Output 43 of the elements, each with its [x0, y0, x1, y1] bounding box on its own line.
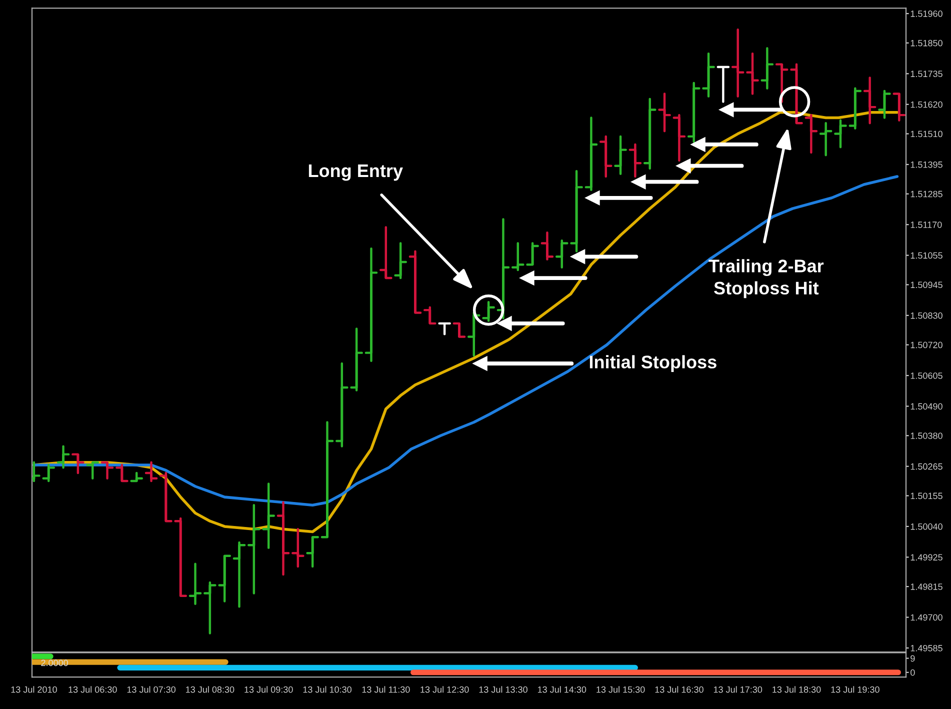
y-tick-label: 1.50830	[910, 312, 942, 319]
y-tick-label: 1.51960	[910, 10, 942, 17]
y-tick-label: 1.51735	[910, 70, 942, 78]
y-tick-label: 1.50945	[910, 282, 942, 288]
x-tick-label: 13 Jul 15:30	[596, 686, 645, 693]
x-tick-label: 13 Jul 10:30	[303, 686, 352, 693]
x-tick-label: 13 Jul 11:30	[362, 686, 410, 693]
y-tick-label: 1.51170	[910, 222, 942, 228]
x-tick-label: 13 Jul 09:30	[244, 686, 293, 693]
x-tick-label: 13 Jul 18:30	[772, 686, 821, 693]
y-tick-label: 1.51055	[910, 252, 942, 259]
y-tick-label: 1.49585	[910, 644, 942, 652]
y-tick-label: 1.50040	[910, 523, 942, 530]
y-tick-label: 1.49925	[910, 554, 942, 561]
y-tick-label: 1.50490	[910, 403, 942, 410]
y-tick-label: 1.51850	[910, 40, 942, 46]
x-tick-label: 13 Jul 17:30	[714, 686, 762, 693]
y-tick-label: 1.51510	[910, 130, 942, 138]
y-tick-label: 1.50605	[910, 372, 942, 379]
x-tick-label: 13 Jul 13:30	[479, 686, 528, 693]
y-tick-label: 1.50380	[910, 432, 942, 439]
x-tick-label: 13 Jul 06:30	[68, 686, 117, 693]
y-tick-label: 1.50155	[910, 492, 942, 500]
y-tick-label: 1.49815	[910, 584, 942, 590]
y-tick-label: 1.51285	[910, 190, 942, 198]
annotation: Trailing 2-Bar Stoploss Hit	[708, 259, 824, 298]
annotation: Long Entry	[308, 164, 403, 181]
x-tick-label: 13 Jul 12:30	[420, 686, 469, 693]
x-tick-label: 13 Jul 2010	[11, 686, 57, 693]
y-tick-label: 9	[910, 655, 915, 662]
annotation: 2.0000	[41, 660, 68, 666]
y-tick-label: 1.49700	[910, 614, 942, 621]
y-tick-label: 1.50265	[910, 463, 942, 470]
x-tick-label: 13 Jul 19:30	[831, 686, 880, 693]
x-tick-label: 13 Jul 14:30	[538, 686, 586, 693]
y-tick-label: 1.50720	[910, 342, 942, 348]
x-tick-label: 13 Jul 08:30	[186, 686, 234, 693]
y-tick-label: 1.51395	[910, 161, 942, 168]
y-tick-label: 0	[910, 669, 915, 676]
x-tick-label: 13 Jul 16:30	[655, 686, 704, 693]
annotation: Initial Stoploss	[590, 355, 716, 372]
y-tick-label: 1.51620	[910, 101, 942, 108]
x-tick-label: 13 Jul 07:30	[127, 686, 176, 693]
